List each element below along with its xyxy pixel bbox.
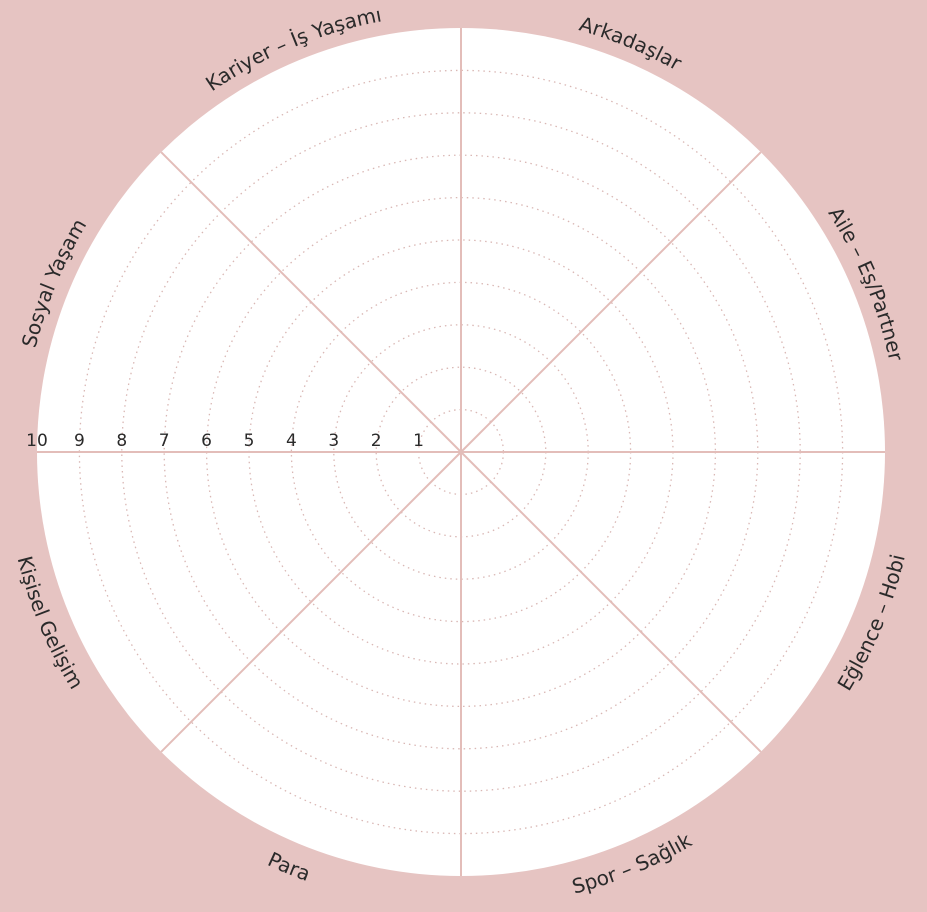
- scale-label: 1: [413, 431, 424, 451]
- spoke: [460, 451, 762, 753]
- spoke: [160, 451, 462, 753]
- scale-label: 10: [26, 431, 48, 451]
- scale-label: 3: [328, 431, 339, 451]
- scale-label: 8: [116, 431, 127, 451]
- segment-label: Para: [264, 847, 313, 886]
- spokes: [37, 28, 885, 876]
- scale-label: 2: [371, 431, 382, 451]
- spoke: [160, 151, 462, 453]
- scale-label: 5: [244, 431, 255, 451]
- segment-label-text: Para: [264, 847, 313, 886]
- scale-label: 9: [74, 431, 85, 451]
- scale-label: 7: [159, 431, 170, 451]
- scale-label: 6: [201, 431, 212, 451]
- spoke: [460, 151, 762, 453]
- scale-label: 4: [286, 431, 297, 451]
